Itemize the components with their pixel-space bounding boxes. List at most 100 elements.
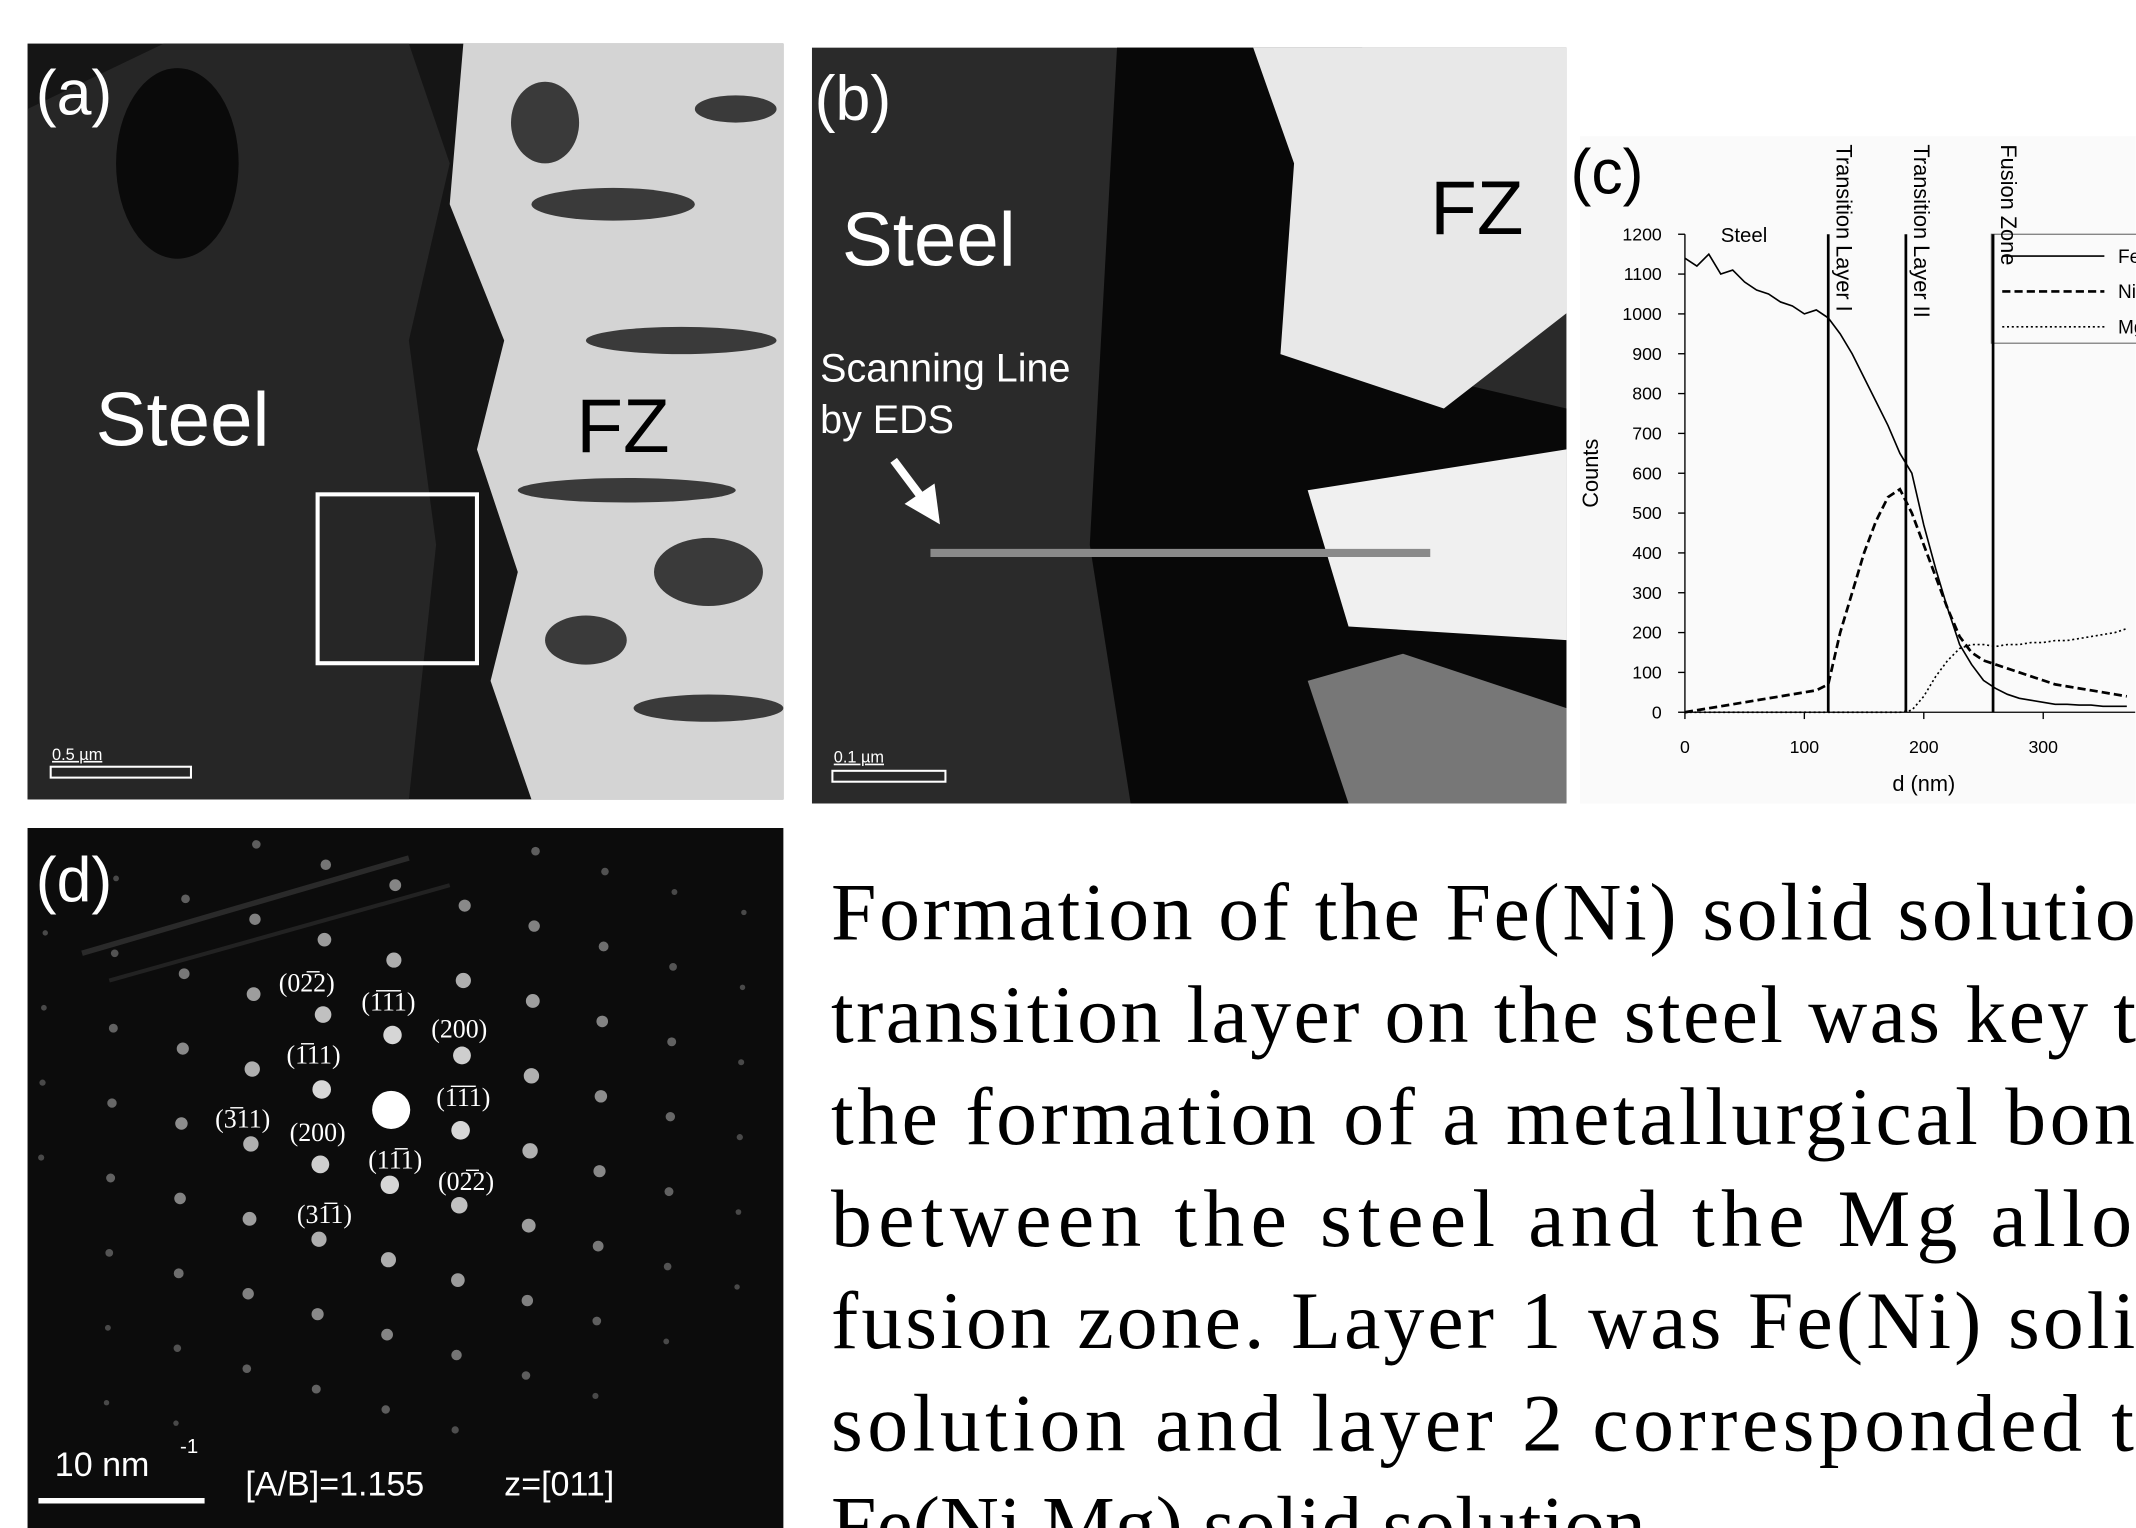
- spot: [740, 985, 745, 990]
- spot: [592, 1393, 598, 1399]
- panel-d: (d) 10 nm -1 [A/B]=1.155 z=[011] (02̅2)(…: [28, 828, 784, 1528]
- spot: [389, 879, 401, 891]
- spot: [741, 910, 746, 915]
- paragraph-line: between the steel and the Mg alloy: [831, 1173, 2136, 1264]
- paragraph-line: Fe(Ni,Mg) solid solution.: [831, 1480, 1666, 1528]
- spot: [456, 973, 471, 988]
- spot: [109, 1024, 118, 1033]
- boundary-label: Transition Layer II: [1909, 144, 1934, 317]
- spot: [174, 1268, 184, 1278]
- spot: [451, 1273, 465, 1287]
- spot-index: (1̅11): [286, 1041, 340, 1070]
- spot: [593, 1241, 604, 1252]
- spot: [663, 1339, 669, 1345]
- spot-index: (11̅1): [368, 1145, 422, 1174]
- spot: [667, 1037, 676, 1046]
- spot: [175, 1117, 187, 1129]
- zone-axis: z=[011]: [504, 1465, 614, 1503]
- diffraction-pattern: [28, 828, 784, 1528]
- spot: [39, 1080, 45, 1086]
- page-body: {"panels": { "a": {"label": "(a)", "stee…: [0, 0, 2136, 1528]
- spot: [38, 1155, 44, 1161]
- spot: [383, 1026, 401, 1044]
- label-fz: FZ: [1430, 166, 1523, 251]
- spot: [381, 1252, 396, 1267]
- spot: [43, 930, 48, 935]
- spot: [381, 1176, 399, 1194]
- spot: [312, 1080, 331, 1099]
- spot-index: (200): [290, 1118, 346, 1147]
- spot: [311, 1155, 329, 1173]
- spot-index: (1̅1̅1): [436, 1083, 490, 1112]
- spot: [372, 1091, 410, 1129]
- paragraph-line: fusion zone. Layer 1 was Fe(Ni) solid: [831, 1275, 2136, 1366]
- spot: [111, 949, 119, 957]
- y-tick-label: 1200: [1622, 224, 1662, 244]
- spot: [181, 894, 190, 903]
- y-tick-label: 900: [1632, 344, 1662, 364]
- y-tick-label: 300: [1632, 583, 1662, 603]
- y-tick-label: 400: [1632, 543, 1662, 563]
- y-tick-label: 700: [1632, 424, 1662, 444]
- spot-index: (31̅1): [297, 1200, 352, 1229]
- annotation: Steel: [1721, 225, 1768, 247]
- spot: [522, 1143, 537, 1158]
- spot-index: (1̅1̅1): [361, 987, 415, 1016]
- label-fz: FZ: [576, 384, 669, 469]
- spot: [243, 1212, 257, 1226]
- paragraph-line: solution and layer 2 corresponded to: [831, 1377, 2136, 1468]
- boundary-label: Fusion Zone: [1996, 144, 2021, 265]
- spot: [177, 1043, 189, 1055]
- spot: [105, 1325, 111, 1331]
- label-scan: by EDS: [820, 398, 954, 442]
- spot: [386, 953, 401, 968]
- spot: [522, 1371, 531, 1380]
- spot: [593, 1165, 605, 1177]
- spot: [107, 1098, 116, 1107]
- scale-text: 10 nm: [55, 1446, 150, 1484]
- spot: [592, 1317, 601, 1326]
- spot: [179, 968, 190, 979]
- spot: [311, 1232, 326, 1247]
- spot: [526, 994, 540, 1008]
- spot: [174, 1193, 186, 1205]
- spot-index: (3̅11): [215, 1105, 270, 1134]
- scale-text: 0.1 µm: [834, 749, 884, 767]
- panel-b: (b) Steel FZ Scanning Line by EDS 0.1 µm: [812, 48, 1566, 804]
- page: Figure html, body { margin: 0; padding: …: [0, 0, 2136, 1528]
- y-tick-label: 800: [1632, 384, 1662, 404]
- label-steel: Steel: [96, 377, 270, 462]
- spot: [522, 1295, 533, 1306]
- scale-exponent: -1: [180, 1436, 198, 1458]
- spot: [249, 914, 260, 925]
- panel-label: (d): [36, 846, 113, 916]
- spot: [734, 1284, 739, 1289]
- x-axis-label: d (nm): [1892, 771, 1955, 796]
- paragraph-line: Formation of the Fe(Ni) solid solution: [831, 867, 2136, 958]
- spot: [666, 1112, 675, 1121]
- spot-index: (02̅2): [279, 968, 335, 997]
- spot: [315, 1006, 332, 1023]
- spot: [105, 1249, 113, 1257]
- spot: [601, 868, 609, 876]
- x-tick-label: 0: [1680, 737, 1690, 757]
- spot: [321, 860, 332, 871]
- scale-text: 0.5 µm: [52, 746, 102, 764]
- spot: [242, 1288, 253, 1299]
- legend-label: Ni: [2118, 282, 2136, 303]
- panel-c: 0100200300400500600700800900100011001200…: [1571, 136, 2136, 803]
- spot: [453, 1047, 471, 1065]
- spot: [174, 1344, 182, 1352]
- spot: [531, 847, 540, 856]
- paragraph: Formation of the Fe(Ni) solid solution tr…: [831, 867, 2136, 1528]
- y-tick-label: 500: [1632, 503, 1662, 523]
- paragraph-line: transition layer on the steel was key to: [831, 969, 2136, 1060]
- spot: [242, 1364, 251, 1373]
- spot-index: (02̅2): [438, 1167, 494, 1196]
- spot: [243, 1136, 258, 1151]
- boundary-label: Transition Layer I: [1831, 144, 1856, 311]
- spot: [451, 1350, 462, 1361]
- spot: [252, 840, 261, 849]
- panel-label: (c): [1571, 137, 1644, 207]
- spot: [669, 963, 677, 971]
